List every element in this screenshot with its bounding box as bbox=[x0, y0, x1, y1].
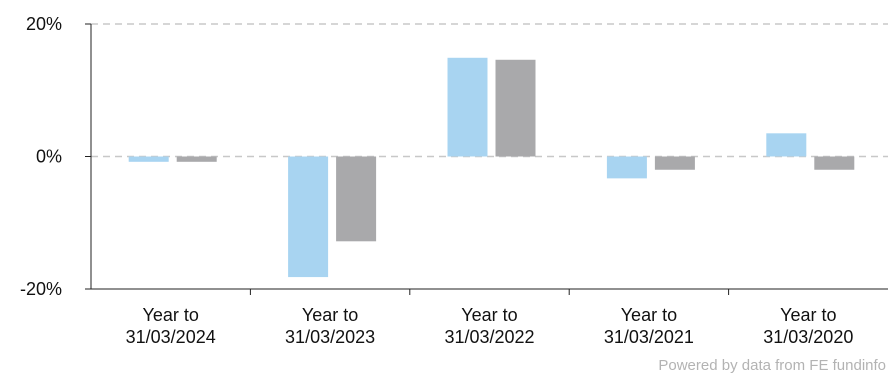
bar-series1-cat1 bbox=[128, 156, 169, 162]
bars bbox=[128, 57, 855, 278]
bar-series2-cat2 bbox=[336, 156, 377, 242]
bar-series1-cat2 bbox=[288, 156, 329, 278]
bar-series1-cat4 bbox=[606, 156, 647, 179]
x-tick-label-3-line1: Year to bbox=[461, 305, 517, 325]
x-tick-label-5-line2: 31/03/2020 bbox=[763, 327, 853, 347]
bar-series2-cat1 bbox=[176, 156, 217, 162]
x-tick-label-2-line2: 31/03/2023 bbox=[285, 327, 375, 347]
y-tick-label-0: 20% bbox=[26, 14, 62, 34]
x-tick-label-4-line1: Year to bbox=[621, 305, 677, 325]
gridlines bbox=[91, 23, 888, 158]
axes bbox=[85, 23, 888, 295]
bar-series2-cat4 bbox=[654, 156, 695, 170]
bar-series1-cat3 bbox=[447, 57, 488, 157]
x-tick-label-4-line2: 31/03/2021 bbox=[604, 327, 694, 347]
bar-series2-cat3 bbox=[495, 59, 536, 157]
x-tick-label-1-line2: 31/03/2024 bbox=[126, 327, 216, 347]
bar-series1-cat5 bbox=[766, 133, 807, 157]
y-tick-label-2: -20% bbox=[20, 279, 62, 299]
y-axis-labels: 20% 0% -20% bbox=[20, 14, 62, 299]
x-tick-label-5-line1: Year to bbox=[780, 305, 836, 325]
bar-series2-cat5 bbox=[814, 156, 855, 170]
y-tick-label-1: 0% bbox=[36, 147, 62, 167]
x-tick-label-3-line2: 31/03/2022 bbox=[444, 327, 534, 347]
x-tick-label-2-line1: Year to bbox=[302, 305, 358, 325]
x-tick-label-1-line1: Year to bbox=[143, 305, 199, 325]
data-source-credit: Powered by data from FE fundinfo bbox=[658, 357, 886, 374]
